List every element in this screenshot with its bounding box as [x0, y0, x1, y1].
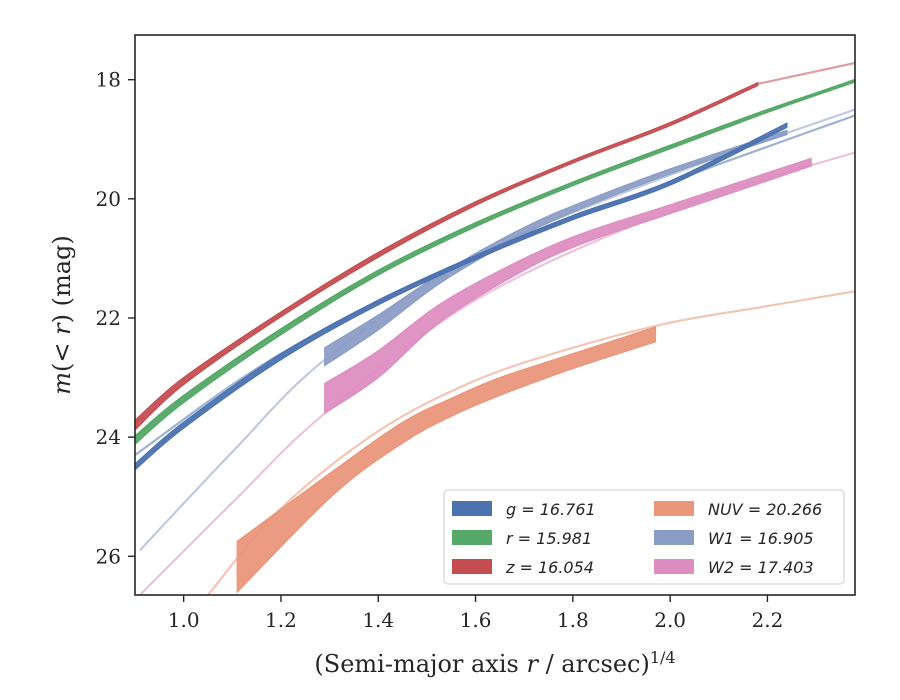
observed-band-w2-17-403 [324, 157, 812, 415]
x-tick-label: 1.2 [265, 608, 297, 632]
legend-swatch-w2-17-403 [654, 559, 694, 574]
legend-label-nuv-20-266: NUV = 20.266 [708, 500, 822, 519]
y-tick-label: 22 [96, 306, 121, 330]
model-line-nuv-20-266 [207, 290, 855, 595]
x-axis-title: (Semi-major axis r / arcsec)1/4 [314, 648, 675, 678]
x-tick-label: 2.2 [752, 608, 784, 632]
y-tick-label: 24 [96, 425, 121, 449]
x-axis: 1.0 1.2 1.4 1.6 1.8 2.0 2.2 [168, 595, 784, 632]
legend-label-w1-16-905: W1 = 16.905 [708, 529, 814, 548]
legend: g = 16.761 r = 15.981 z = 16.054 NUV = 20.2… [443, 489, 845, 585]
x-tick-label: 1.4 [362, 608, 394, 632]
legend-label-r-15-981: r = 15.981 [506, 529, 592, 548]
x-tick-label: 1.0 [168, 608, 200, 632]
legend-swatch-nuv-20-266 [654, 501, 694, 516]
model-line-w1-16-905 [139, 108, 855, 552]
legend-label-g-16-761: g = 16.761 [506, 500, 596, 519]
model-line-z-16-054 [757, 61, 855, 85]
x-tick-label: 2.0 [654, 608, 686, 632]
x-tick-label: 1.8 [557, 608, 589, 632]
y-axis-title: m(< r) (mag) [48, 235, 76, 395]
y-tick-label: 20 [96, 187, 121, 211]
plot-frame [134, 34, 856, 596]
legend-box [443, 489, 845, 585]
legend-label-z-16-054: z = 16.054 [505, 558, 594, 577]
legend-swatch-w1-16-905 [654, 530, 694, 545]
x-tick-label: 1.6 [460, 608, 492, 632]
legend-swatch-z-16-054 [452, 559, 492, 574]
legend-label-w2-17-403: W2 = 17.403 [708, 558, 814, 577]
observed-band-z-16-054 [135, 81, 759, 431]
legend-swatch-r-15-981 [452, 530, 492, 545]
y-axis: 18 20 22 24 26 [96, 68, 135, 568]
legend-swatch-g-16-761 [452, 501, 492, 516]
y-tick-label: 26 [96, 544, 121, 568]
observed-band-nuv-20-266 [236, 326, 657, 594]
observed-band-g-16-761 [135, 122, 788, 471]
y-tick-label: 18 [96, 68, 121, 92]
